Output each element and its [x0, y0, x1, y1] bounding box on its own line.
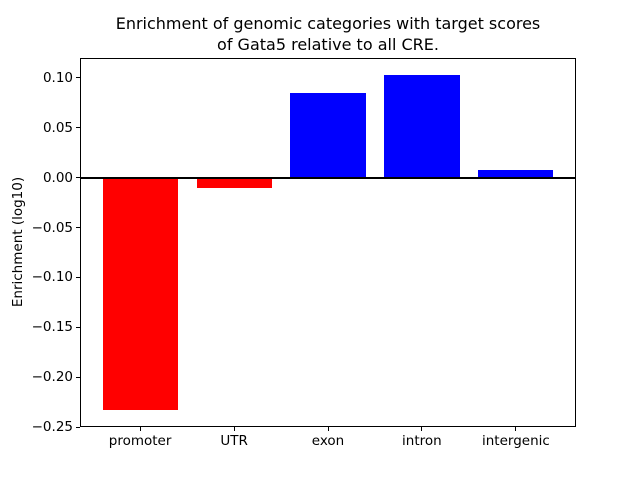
y-tick-mark	[76, 77, 80, 79]
y-tick-label: 0.05	[42, 119, 73, 136]
bar-promoter	[102, 177, 178, 411]
y-tick-mark	[76, 227, 80, 228]
zero-baseline	[80, 176, 576, 179]
x-tick-label-intergenic: intergenic	[481, 433, 550, 449]
y-tick-mark	[76, 326, 80, 328]
y-tick-label: 0.10	[42, 69, 73, 86]
x-tick-label-exon: exon	[311, 433, 345, 449]
chart-title: Enrichment of genomic categories with ta…	[80, 13, 576, 55]
x-tick-mark	[421, 427, 423, 431]
bar-UTR	[196, 177, 272, 188]
bar-intergenic	[478, 169, 554, 178]
y-tick-mark	[76, 276, 80, 278]
y-tick-label: −0.25	[31, 419, 73, 435]
y-tick-label: −0.05	[31, 219, 73, 236]
x-tick-mark	[327, 427, 329, 431]
y-tick-label: −0.20	[31, 369, 73, 386]
x-tick-mark	[515, 427, 517, 431]
chart-title-line-1: Enrichment of genomic categories with ta…	[115, 14, 541, 33]
bar-exon	[290, 92, 366, 178]
bar-intron	[384, 75, 460, 178]
plot-area	[80, 58, 576, 427]
y-tick-label: −0.10	[31, 269, 73, 286]
chart-title-line-2: of Gata5 relative to all CRE.	[217, 35, 439, 54]
x-tick-label-UTR: UTR	[220, 433, 248, 449]
y-tick-label: −0.15	[31, 319, 73, 336]
x-tick-mark	[233, 427, 235, 431]
x-tick-label-promoter: promoter	[108, 433, 172, 449]
y-tick-mark	[76, 127, 80, 129]
y-tick-mark	[76, 376, 80, 378]
y-tick-mark	[76, 177, 80, 179]
y-tick-mark	[76, 426, 80, 428]
x-tick-mark	[139, 427, 141, 431]
y-axis-label: Enrichment (log10)	[10, 176, 26, 308]
y-tick-label: 0.00	[42, 169, 73, 186]
x-tick-label-intron: intron	[402, 433, 442, 449]
